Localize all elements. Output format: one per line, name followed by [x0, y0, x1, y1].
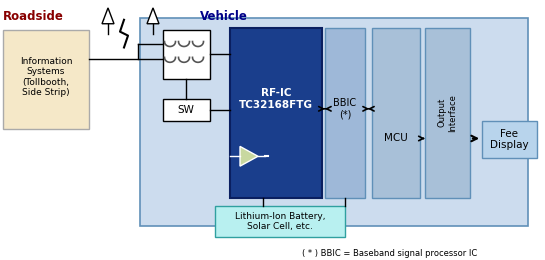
Bar [3, 30, 89, 129]
Text: Fee
Display: Fee Display [490, 129, 528, 150]
Text: RF-IC
TC32168FTG: RF-IC TC32168FTG [239, 88, 313, 110]
Polygon shape [240, 146, 258, 166]
Text: Information
Systems
(Tollbooth,
Side Strip): Information Systems (Tollbooth, Side Str… [20, 57, 72, 97]
Text: SW: SW [178, 105, 195, 115]
Text: ( * ) BBIC = Baseband signal processor IC: ( * ) BBIC = Baseband signal processor I… [302, 249, 477, 258]
Bar [482, 121, 537, 158]
Text: Vehicle: Vehicle [200, 10, 248, 23]
Bar [325, 28, 365, 198]
Text: Output
Interface: Output Interface [437, 94, 457, 132]
Polygon shape [102, 8, 114, 24]
Bar [140, 18, 528, 225]
Text: MCU: MCU [384, 133, 408, 144]
Bar [163, 99, 210, 121]
Bar [230, 28, 322, 198]
Text: Lithium-Ion Battery,
Solar Cell, etc.: Lithium-Ion Battery, Solar Cell, etc. [235, 212, 325, 231]
Bar [215, 206, 345, 237]
Bar [372, 28, 420, 198]
Bar [163, 30, 210, 79]
Text: BBIC
(*): BBIC (*) [334, 98, 356, 120]
Bar [425, 28, 470, 198]
Polygon shape [147, 8, 159, 24]
Text: Roadside: Roadside [3, 10, 64, 23]
